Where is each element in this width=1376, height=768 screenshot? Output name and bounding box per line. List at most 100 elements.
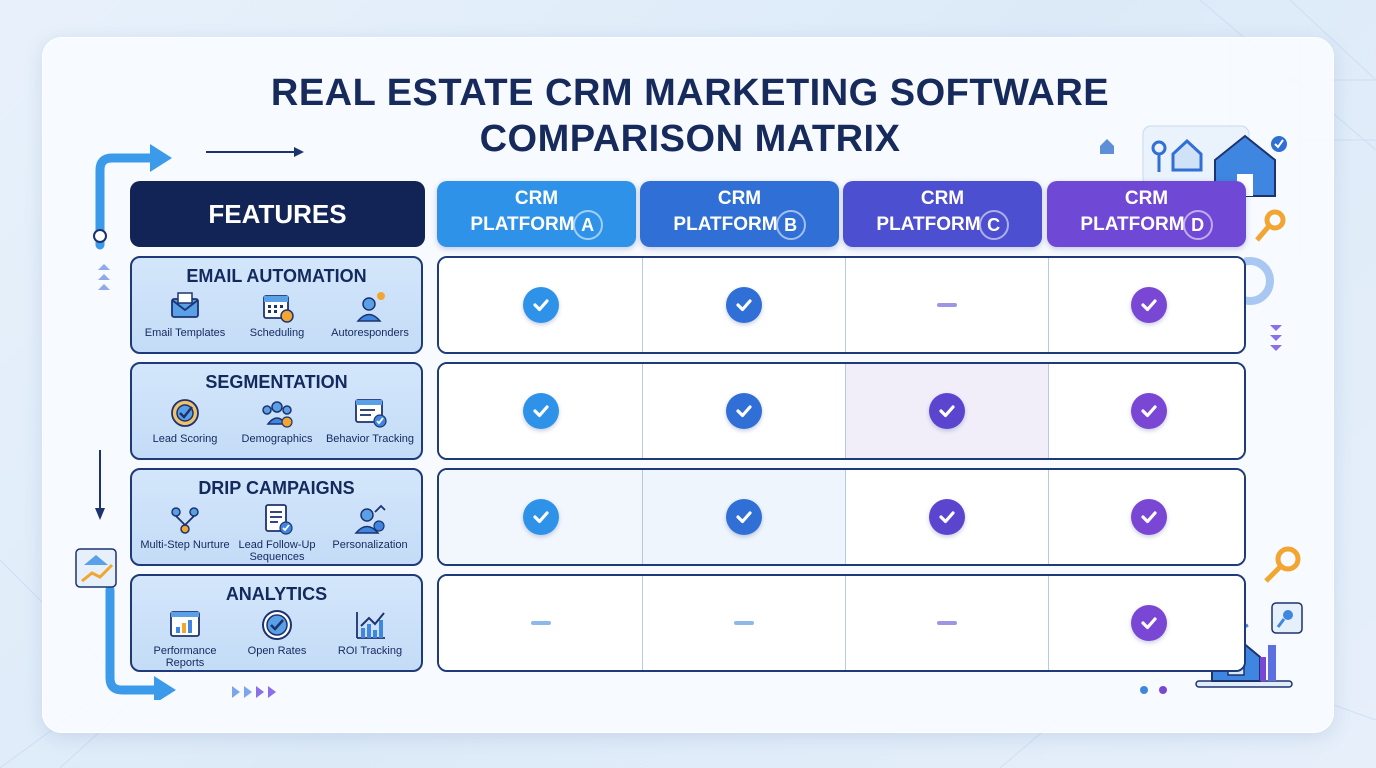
- checkmark-icon: [522, 393, 559, 429]
- platform-header-line2: PLATFORM: [673, 214, 778, 235]
- support-agent-icon: [325, 290, 415, 324]
- house-chart-icon: [75, 548, 117, 588]
- platform-header-line2: PLATFORM: [876, 214, 981, 235]
- platform-header-line1: CRM: [717, 188, 762, 209]
- sub-feature-label: Open Rates: [247, 645, 307, 657]
- checklist-icon: [232, 502, 322, 536]
- platform-header-line2: PLATFORM: [470, 214, 575, 235]
- matrix-cell: [845, 364, 1048, 458]
- ring-decoration: [1244, 257, 1282, 351]
- checkmark-icon: [726, 393, 762, 429]
- dash-icon: [937, 621, 957, 625]
- features-header: FEATURES: [130, 181, 425, 247]
- feature-title: SEGMENTATION: [205, 372, 348, 392]
- platform-header-line1: CRM: [514, 188, 559, 209]
- sub-feature: Multi-Step Nurture: [140, 502, 230, 551]
- browser-check-icon: [325, 396, 415, 430]
- sub-feature: Lead Scoring: [140, 396, 230, 445]
- sub-feature-label: Personalization: [332, 539, 408, 551]
- checkmark-icon: [929, 499, 965, 535]
- sub-feature-label: ROI Tracking: [337, 645, 403, 657]
- matrix-row: [437, 256, 1246, 354]
- checkmark-icon: [522, 499, 559, 535]
- checkmark-icon: [1130, 287, 1167, 323]
- dash-icon: [734, 621, 754, 625]
- platform-letter-badge: B: [775, 210, 806, 240]
- checkmark-icon: [929, 393, 965, 429]
- flow-arrows-decoration: [93, 144, 304, 700]
- matrix-cell: [439, 576, 642, 670]
- platform-header-a: CRM PLATFORM A: [437, 181, 636, 247]
- sub-feature: Demographics: [232, 396, 322, 445]
- calendar-icon: [232, 290, 322, 324]
- feature-title: DRIP CAMPAIGNS: [198, 478, 355, 498]
- sub-feature: Open Rates: [232, 608, 322, 657]
- matrix-cell: [439, 258, 642, 352]
- envelope-icon: [140, 290, 230, 324]
- matrix-cell: [642, 364, 845, 458]
- sub-feature-label: Scheduling: [249, 327, 305, 339]
- feature-group-analytics: ANALYTICS Performance Reports Open Rates RO…: [130, 574, 423, 672]
- platform-header-line1: CRM: [1124, 188, 1169, 209]
- page-subtitle: COMPARISON MATRIX: [479, 118, 901, 160]
- sub-feature-label: Lead Scoring: [152, 433, 218, 445]
- matrix-row: [437, 468, 1246, 566]
- sub-feature-label: Autoresponders: [331, 327, 409, 339]
- checkmark-icon: [1130, 605, 1167, 641]
- matrix-row: [437, 362, 1246, 460]
- sub-feature: Behavior Tracking: [325, 396, 415, 445]
- page-title: REAL ESTATE CRM MARKETING SOFTWARE: [270, 72, 1110, 114]
- bar-report-icon: [140, 608, 230, 642]
- matrix-cell: [845, 258, 1048, 352]
- check-circle-icon: [232, 608, 322, 642]
- dot-indicator: [1140, 686, 1148, 694]
- platform-header-line1: CRM: [920, 188, 965, 209]
- platform-header-d: CRM PLATFORM D: [1047, 181, 1246, 247]
- checkmark-icon: [726, 499, 762, 535]
- matrix-cell: [1048, 470, 1244, 564]
- feature-title: EMAIL AUTOMATION: [186, 266, 367, 286]
- matrix-cell: [845, 470, 1048, 564]
- matrix-cell: [642, 470, 845, 564]
- platform-letter-badge: D: [1182, 210, 1213, 240]
- matrix-cell: [439, 470, 642, 564]
- dash-icon: [937, 303, 957, 307]
- matrix-row: [437, 574, 1246, 672]
- matrix-cell: [845, 576, 1048, 670]
- checkmark-icon: [1130, 499, 1167, 535]
- sub-feature-label: Performance Reports: [153, 645, 217, 669]
- growth-chart-icon: [325, 608, 415, 642]
- platform-letter-badge: C: [978, 210, 1009, 240]
- sub-feature-label: Behavior Tracking: [325, 433, 415, 445]
- sub-feature-label: Email Templates: [144, 327, 226, 339]
- sub-feature-label: Lead Follow-Up Sequences: [238, 539, 316, 563]
- platform-header-c: CRM PLATFORM C: [843, 181, 1042, 247]
- matrix-cell: [1048, 364, 1244, 458]
- sub-feature-label: Multi-Step Nurture: [140, 539, 230, 551]
- sub-feature: Lead Follow-Up Sequences: [232, 502, 322, 563]
- matrix-cell: [642, 258, 845, 352]
- people-icon: [232, 396, 322, 430]
- dash-icon: [530, 621, 551, 625]
- matrix-cell: [439, 364, 642, 458]
- sub-feature-label: Demographics: [241, 433, 313, 445]
- sub-feature: Performance Reports: [140, 608, 230, 669]
- checkmark-icon: [522, 287, 559, 323]
- sub-feature: Scheduling: [232, 290, 322, 339]
- sub-feature: ROI Tracking: [325, 608, 415, 657]
- matrix-cell: [1048, 576, 1244, 670]
- feature-title: ANALYTICS: [225, 584, 328, 604]
- flow-icon: [140, 502, 230, 536]
- platform-header-line2: PLATFORM: [1080, 214, 1185, 235]
- platform-header-b: CRM PLATFORM B: [640, 181, 839, 247]
- feature-group-email-automation: EMAIL AUTOMATION Email Templates Schedulin…: [130, 256, 423, 354]
- checkmark-icon: [726, 287, 762, 323]
- checkmark-icon: [1130, 393, 1167, 429]
- matrix-cell: [1048, 258, 1244, 352]
- dot-indicator: [1159, 686, 1167, 694]
- sub-feature: Autoresponders: [325, 290, 415, 339]
- matrix-cell: [642, 576, 845, 670]
- target-icon: [140, 396, 230, 430]
- feature-group-drip-campaigns: DRIP CAMPAIGNS Multi-Step Nurture Lead Fol…: [130, 468, 423, 566]
- sub-feature: Personalization: [325, 502, 415, 551]
